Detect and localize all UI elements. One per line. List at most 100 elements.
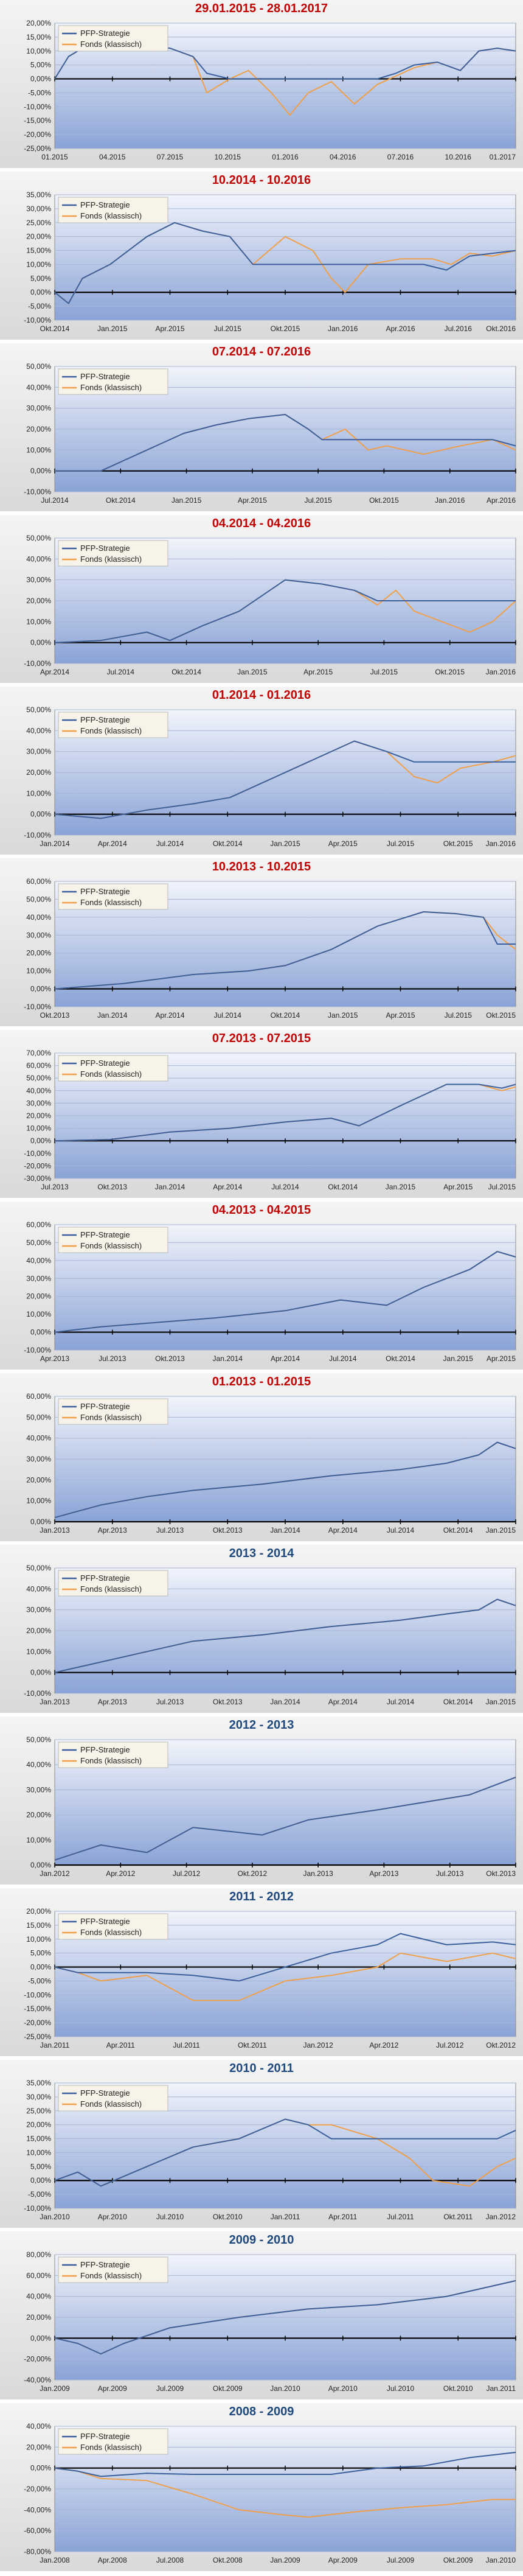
legend-box — [58, 197, 168, 223]
x-tick-label: Apr.2014 — [213, 1183, 242, 1191]
x-tick-label: Jul.2011 — [173, 2041, 200, 2049]
y-tick-label: 20,00% — [26, 1475, 51, 1484]
chart-panel: 2013 - 2014 50,00% 40,00% 30,00% 20,00% 10,00… — [0, 1545, 523, 1717]
legend-label: PFP-Strategie — [80, 887, 130, 896]
legend-label: Fonds (klassisch) — [80, 1413, 142, 1422]
y-tick-label: 15,00% — [26, 1921, 51, 1930]
x-tick-label: Jul.2014 — [387, 1698, 415, 1706]
legend-box — [58, 540, 168, 567]
y-tick-label: 10,00% — [26, 2148, 51, 2157]
line-chart: 35,00% 30,00% 25,00% 20,00% 15,00% 10,00% 5,00… — [24, 191, 516, 333]
y-tick-label: 60,00% — [26, 1392, 51, 1401]
x-tick-label: Jul.2014 — [329, 1354, 357, 1363]
x-tick-label: Jul.2015 — [370, 668, 398, 676]
series-line-pfp-strategie — [54, 740, 516, 819]
y-tick-label: 15,00% — [26, 247, 51, 255]
legend-label: PFP-Strategie — [80, 200, 130, 209]
series-line-pfp-strategie — [54, 579, 516, 643]
series-line-pfp-strategie — [54, 2118, 516, 2187]
x-tick-label: Okt.2008 — [213, 2556, 243, 2564]
y-tick-label: 30,00% — [26, 576, 51, 584]
y-tick-label: -5,00% — [28, 2190, 51, 2199]
x-tick-label: Apr.2014 — [328, 1526, 358, 1535]
y-tick-label: 0,00% — [30, 810, 51, 819]
x-tick-label: Jul.2015 — [214, 324, 242, 333]
x-tick-label: Jul.2015 — [304, 496, 332, 505]
x-tick-label: Jul.2014 — [214, 1011, 242, 1020]
y-tick-label: -40,00% — [24, 2376, 51, 2384]
y-tick-label: 0,00% — [30, 1328, 51, 1337]
y-tick-label: 20,00% — [26, 19, 51, 27]
legend-box — [58, 368, 168, 395]
legend-label: PFP-Strategie — [80, 715, 130, 724]
y-tick-label: 50,00% — [26, 895, 51, 903]
y-tick-label: -20,00% — [24, 2018, 51, 2027]
y-tick-label: 60,00% — [26, 877, 51, 886]
x-tick-label: Apr.2015 — [328, 839, 358, 848]
x-tick-label: Apr.2010 — [98, 2213, 127, 2221]
y-tick-label: 0,00% — [30, 1136, 51, 1145]
chart-title: 07.2013 - 07.2015 — [212, 1032, 311, 1045]
legend-label: Fonds (klassisch) — [80, 2271, 142, 2280]
x-tick-label: Apr.2016 — [386, 324, 415, 333]
y-tick-label: 50,00% — [26, 1238, 51, 1247]
y-tick-label: -25,00% — [24, 144, 51, 153]
legend-box — [58, 1398, 168, 1425]
x-tick-label: Jan.2010 — [486, 2556, 516, 2564]
x-tick-label: Jul.2008 — [156, 2556, 184, 2564]
line-chart: 70,00% 60,00% 50,00% 40,00% 30,00% 20,00% 10,0… — [24, 1049, 516, 1191]
y-tick-label: 40,00% — [26, 1760, 51, 1769]
y-tick-label: -10,00% — [24, 1003, 51, 1011]
legend-label: PFP-Strategie — [80, 1402, 130, 1411]
legend-box — [58, 1913, 168, 1940]
x-tick-label: Jan.2014 — [213, 1354, 243, 1363]
legend-label: Fonds (klassisch) — [80, 383, 142, 392]
x-tick-label: Jul.2009 — [156, 2384, 184, 2393]
y-tick-label: 0,00% — [30, 2176, 51, 2185]
y-tick-label: 5,00% — [30, 61, 51, 69]
x-tick-label: Apr.2010 — [328, 2384, 358, 2393]
y-tick-label: 20,00% — [26, 1907, 51, 1916]
x-tick-label: Apr.2014 — [40, 668, 69, 676]
line-chart: 80,00% 60,00% 40,00% 20,00% 0,00% -20,00% -40,… — [24, 2250, 516, 2393]
y-tick-label: 40,00% — [26, 383, 51, 391]
series-line-pfp-strategie — [54, 911, 516, 990]
legend-label: PFP-Strategie — [80, 372, 130, 381]
x-tick-label: Okt.2014 — [213, 839, 243, 848]
chart-panel: 01.2013 - 01.2015 60,00% 50,00% 40,00% 30,00… — [0, 1373, 523, 1545]
y-tick-label: 10,00% — [26, 1497, 51, 1505]
y-tick-label: 30,00% — [26, 1274, 51, 1283]
series-line-pfp-strategie — [54, 1441, 516, 1519]
x-tick-label: Jan.2015 — [443, 1354, 474, 1363]
y-tick-label: 60,00% — [26, 1062, 51, 1070]
x-tick-label: Okt.2011 — [238, 2041, 267, 2049]
x-tick-label: Jan.2014 — [270, 1698, 300, 1706]
y-tick-label: 50,00% — [26, 1564, 51, 1572]
y-tick-label: 10,00% — [26, 446, 51, 454]
y-tick-label: 10,00% — [26, 789, 51, 797]
legend-label: Fonds (klassisch) — [80, 898, 142, 907]
y-tick-label: -10,00% — [24, 1689, 51, 1698]
y-tick-label: 0,00% — [30, 1517, 51, 1526]
x-tick-label: Jul.2015 — [445, 1011, 473, 1020]
x-tick-label: Jul.2015 — [387, 839, 415, 848]
y-tick-label: 40,00% — [26, 1434, 51, 1443]
y-tick-label: 30,00% — [26, 1785, 51, 1794]
line-chart: 50,00% 40,00% 30,00% 20,00% 10,00% 0,00% -10,0… — [24, 705, 516, 848]
x-tick-label: Jan.2013 — [40, 1526, 70, 1535]
legend-label: PFP-Strategie — [80, 1745, 130, 1754]
x-tick-label: Okt.2014 — [386, 1354, 415, 1363]
y-tick-label: -10,00% — [24, 659, 51, 668]
x-tick-label: Okt.2009 — [213, 2384, 243, 2393]
chart-title: 04.2013 - 04.2015 — [212, 1203, 311, 1217]
y-tick-label: 40,00% — [26, 1087, 51, 1095]
x-tick-label: Okt.2015 — [369, 496, 399, 505]
x-tick-label: Okt.2014 — [443, 1698, 473, 1706]
legend-label: Fonds (klassisch) — [80, 1069, 142, 1079]
x-tick-label: 01.2017 — [490, 153, 516, 161]
chart-title: 01.2013 - 01.2015 — [212, 1375, 311, 1388]
y-tick-label: 0,00% — [30, 2464, 51, 2473]
x-tick-label: Jan.2010 — [270, 2384, 300, 2393]
x-tick-label: Apr.2014 — [98, 839, 127, 848]
y-tick-label: -10,00% — [24, 316, 51, 324]
